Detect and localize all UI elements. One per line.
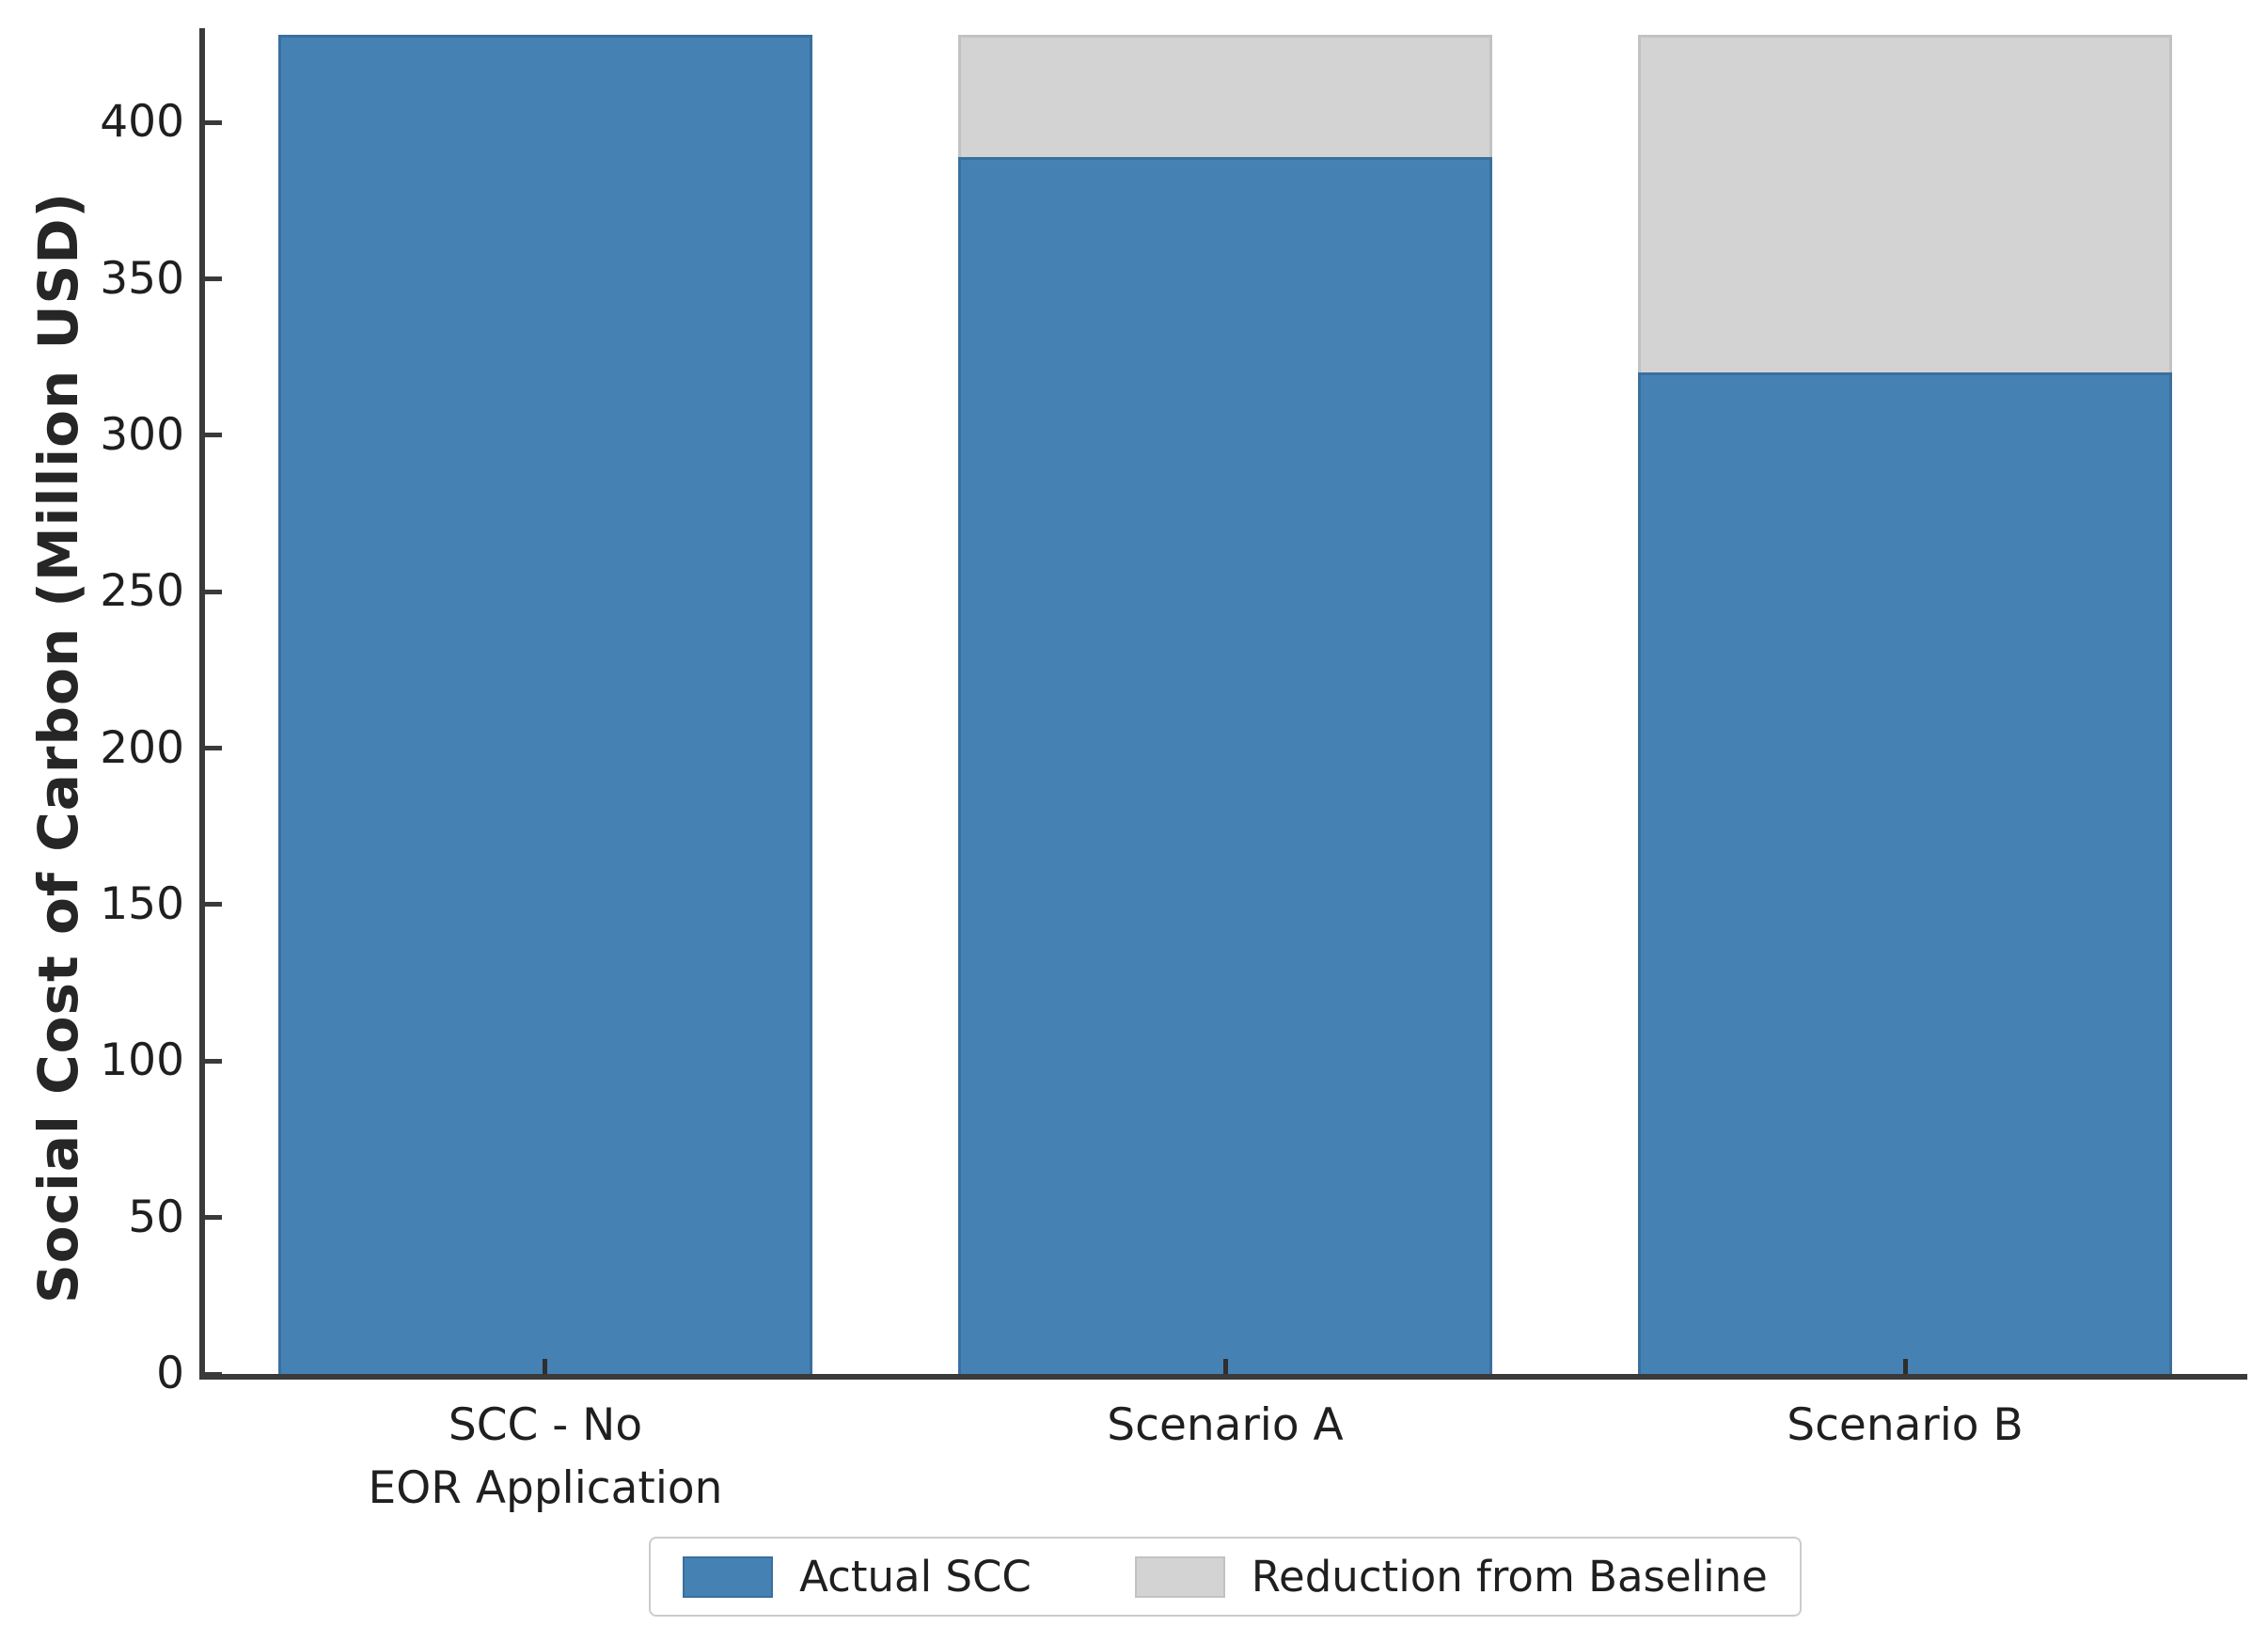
x-tick-mark — [1223, 1359, 1228, 1374]
y-tick-mark — [205, 589, 222, 594]
y-tick-label: 0 — [156, 1348, 184, 1399]
legend-item: Actual SCC — [683, 1552, 1032, 1602]
y-tick-mark — [205, 1058, 222, 1064]
y-tick-mark — [205, 276, 222, 281]
y-tick-label: 200 — [100, 721, 184, 774]
bar-segment-actual-scc — [278, 35, 812, 1374]
category-label: SCC - No EOR Application — [368, 1399, 723, 1514]
bar-segment-reduction-from-baseline — [958, 35, 1492, 157]
legend-swatch — [683, 1555, 774, 1598]
bar-segment-reduction-from-baseline — [1638, 35, 2172, 372]
legend-label: Reduction from Baseline — [1251, 1552, 1768, 1602]
y-tick-mark — [205, 433, 222, 438]
y-tick-mark — [205, 902, 222, 908]
category-label: Scenario A — [1107, 1399, 1344, 1451]
x-axis-spine — [199, 1374, 2247, 1380]
y-tick-label: 150 — [100, 877, 184, 930]
y-tick-label: 400 — [100, 96, 184, 149]
legend-label: Actual SCC — [799, 1552, 1032, 1602]
y-tick-label: 50 — [128, 1191, 184, 1243]
y-tick-label: 300 — [100, 408, 184, 461]
y-tick-mark — [205, 1371, 222, 1377]
legend: Actual SCC Reduction from Baseline — [205, 1537, 2245, 1617]
bar-segment-actual-scc — [958, 157, 1492, 1374]
y-tick-label: 250 — [100, 565, 184, 618]
y-axis-spine — [199, 28, 205, 1380]
y-tick-mark — [205, 119, 222, 125]
bar-segment-actual-scc — [1638, 372, 2172, 1374]
x-tick-mark — [1903, 1359, 1908, 1374]
y-tick-label: 100 — [100, 1034, 184, 1087]
legend-swatch — [1134, 1555, 1225, 1598]
legend-box: Actual SCC Reduction from Baseline — [649, 1537, 1802, 1617]
y-tick-mark — [205, 1215, 222, 1221]
category-label: Scenario B — [1787, 1399, 2024, 1451]
legend-item: Reduction from Baseline — [1134, 1552, 1768, 1602]
y-tick-mark — [205, 746, 222, 751]
y-tick-label: 350 — [100, 252, 184, 305]
x-tick-mark — [543, 1359, 547, 1374]
